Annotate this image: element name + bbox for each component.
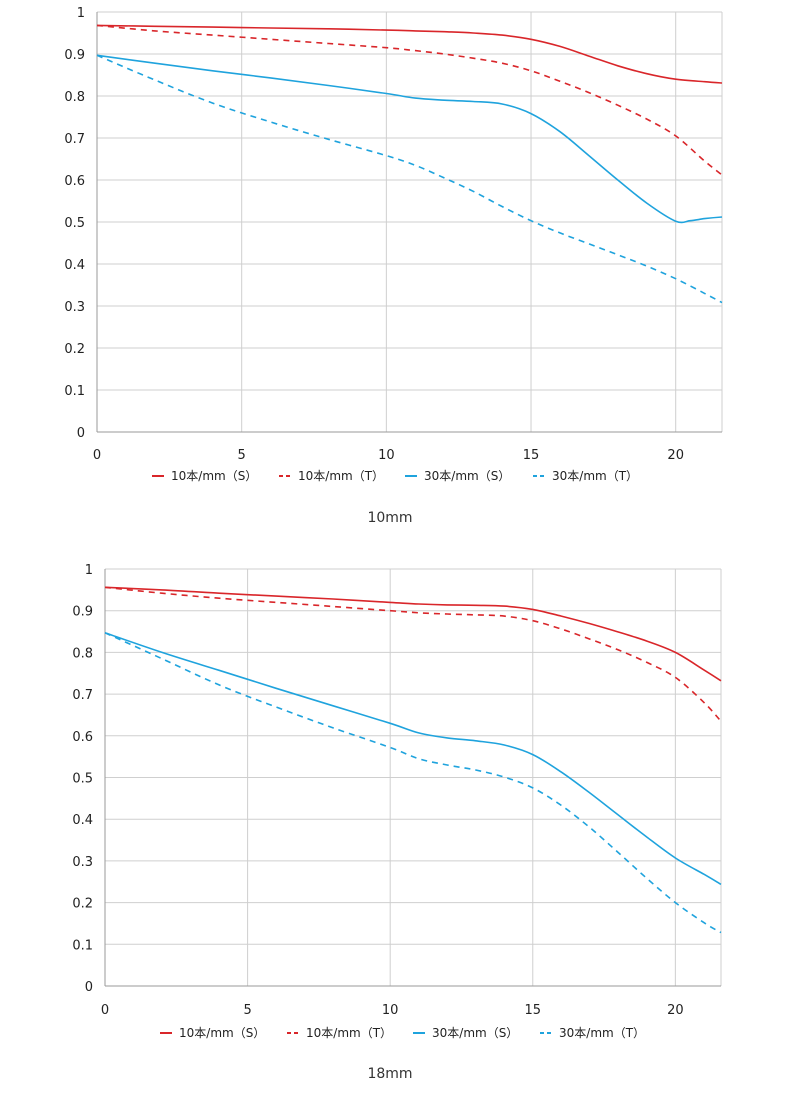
y-tick-label: 0.2 — [72, 897, 93, 912]
y-tick-label: 0.5 — [64, 216, 85, 231]
y-tick-label: 0.8 — [72, 646, 93, 661]
x-tick-label: 20 — [667, 448, 684, 463]
y-tick-label: 0.3 — [72, 855, 93, 870]
series-line — [104, 632, 722, 885]
y-tick-label: 0.6 — [64, 174, 85, 189]
chart-svg: 00.10.20.30.40.50.60.70.80.910 5 10 15 2010本… — [72, 563, 722, 1040]
y-tick-label: 0.1 — [72, 938, 93, 953]
legend-label: 30本/mm（S） — [424, 469, 510, 483]
y-tick-label: 0.4 — [64, 258, 85, 273]
x-tick-label: 15 — [525, 1003, 542, 1018]
x-tick-label: 5 — [238, 448, 246, 463]
legend-label: 30本/mm（T） — [552, 469, 638, 483]
y-tick-label: 0.9 — [72, 605, 93, 620]
x-tick-label: 10 — [382, 1003, 399, 1018]
x-tick-label: 10 — [378, 448, 395, 463]
y-tick-label: 0.4 — [72, 813, 93, 828]
y-tick-label: 0.7 — [64, 132, 85, 147]
x-tick-label: 0 — [93, 448, 101, 463]
legend-label: 30本/mm（T） — [559, 1026, 645, 1040]
y-tick-label: 0.8 — [64, 90, 85, 105]
chart-svg: 00.10.20.30.40.50.60.70.80.910 5 10 15 2010本… — [64, 6, 723, 483]
x-tick-label: 15 — [523, 448, 540, 463]
legend-label: 10本/mm（T） — [306, 1026, 392, 1040]
mtf-chart-18mm: 0 0.1 0.2 0.3 0.4 0.5 0.6 0.7 0.8 0.9 1 0 5 10 15 20 10本… — [0, 553, 800, 1106]
y-tick-label: 1 — [77, 6, 85, 21]
legend: 10本/mm（S） 10本/mm（T） 30本/mm（S） 30本/mm（T） — [152, 469, 638, 483]
gridlines — [104, 568, 722, 987]
x-tick-label: 5 — [243, 1003, 251, 1018]
gridlines — [96, 11, 723, 433]
series-line — [96, 24, 723, 176]
x-tick-label: 20 — [667, 1003, 684, 1018]
chart-caption: 10mm — [367, 510, 413, 526]
series-line — [104, 586, 722, 682]
legend-label: 10本/mm（T） — [298, 469, 384, 483]
series-line — [104, 632, 722, 934]
y-tick-label: 0.5 — [72, 772, 93, 787]
mtf-chart-10mm: 0 0.1 0.2 0.3 0.4 0.5 0.6 0.7 0.8 0.9 1 0 5 10 15 20 10本… — [64, 6, 723, 526]
series-line — [96, 24, 723, 84]
y-tick-label: 0.7 — [72, 688, 93, 703]
y-tick-label: 1 — [85, 563, 93, 578]
series-line — [96, 54, 723, 224]
y-tick-label: 0 — [85, 980, 93, 995]
legend-label: 30本/mm（S） — [432, 1026, 518, 1040]
legend-label: 10本/mm（S） — [171, 469, 257, 483]
y-tick-label: 0 — [77, 426, 85, 441]
x-tick-label: 0 — [101, 1003, 109, 1018]
legend-label: 10本/mm（S） — [179, 1026, 265, 1040]
legend: 10本/mm（S） 10本/mm（T） 30本/mm（S） 30本/mm（T） — [160, 1026, 645, 1040]
y-tick-label: 0.3 — [64, 300, 85, 315]
y-tick-label: 0.9 — [64, 48, 85, 63]
series-line — [96, 54, 723, 304]
chart-caption: 18mm — [367, 1066, 413, 1082]
y-tick-label: 0.2 — [64, 342, 85, 357]
y-tick-label: 0.6 — [72, 730, 93, 745]
y-tick-label: 0.1 — [64, 384, 85, 399]
series-line — [104, 586, 722, 722]
